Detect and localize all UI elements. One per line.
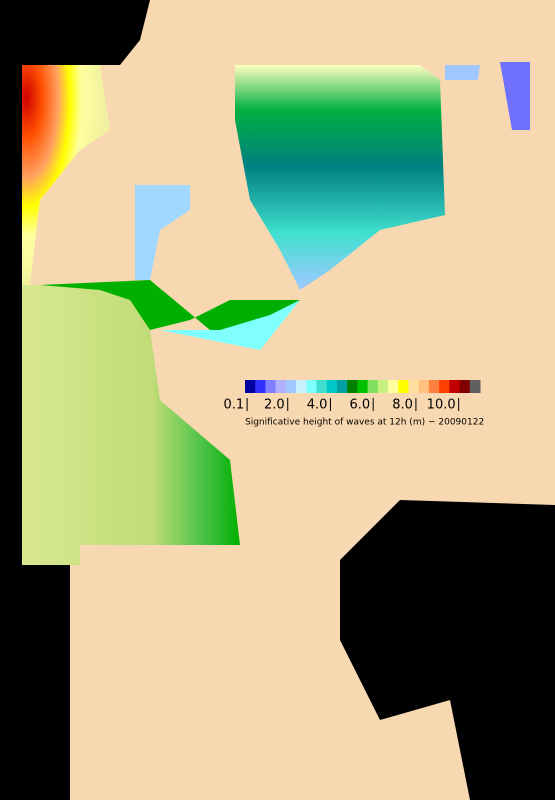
colorbar-tick-label: 10.0 bbox=[427, 398, 456, 413]
colorbar-swatch bbox=[357, 380, 369, 393]
north-sea bbox=[235, 65, 445, 290]
colorbar-swatch bbox=[275, 380, 287, 393]
colorbar-swatch bbox=[418, 380, 430, 393]
bay-of-biscay bbox=[22, 285, 240, 565]
colorbar-swatch bbox=[336, 380, 348, 393]
colorbar-tick-label: 2.0 bbox=[264, 398, 285, 413]
colorbar-tick-label: 6.0 bbox=[349, 398, 370, 413]
colorbar-swatch bbox=[285, 380, 297, 393]
colorbar-swatch bbox=[459, 380, 471, 393]
colorbar-tick-label: 0.1 bbox=[223, 398, 244, 413]
channel bbox=[160, 300, 300, 350]
colorbar-swatch bbox=[469, 380, 481, 393]
colorbar-swatch bbox=[388, 380, 399, 393]
colorbar-swatch bbox=[377, 380, 389, 393]
colorbar-swatch bbox=[316, 380, 328, 393]
baltic bbox=[500, 62, 530, 130]
colorbar-swatch bbox=[347, 380, 358, 393]
colorbar-swatch bbox=[245, 380, 256, 393]
colorbar-tick-label: 4.0 bbox=[307, 398, 328, 413]
outside-domain bbox=[0, 0, 150, 800]
colorbar-swatch bbox=[449, 380, 461, 393]
colorbar-swatch bbox=[398, 380, 409, 393]
colorbar-swatch bbox=[265, 380, 277, 393]
colorbar-swatch bbox=[408, 380, 420, 393]
irish-sea bbox=[135, 185, 190, 280]
mediterranean bbox=[340, 500, 555, 800]
colorbar-swatch bbox=[306, 380, 318, 393]
colorbar: 0.1 2.0 4.0 6.0 8.0 10.0 bbox=[223, 380, 481, 413]
caption: Significative height of waves at 12h (m)… bbox=[245, 418, 484, 428]
colorbar-swatch bbox=[428, 380, 440, 393]
colorbar-tick-label: 8.0 bbox=[392, 398, 413, 413]
colorbar-swatch bbox=[326, 380, 338, 393]
colorbar-swatch bbox=[296, 380, 307, 393]
colorbar-swatch bbox=[255, 380, 266, 393]
skagerrak bbox=[445, 65, 480, 80]
colorbar-swatch bbox=[439, 380, 450, 393]
colorbar-swatch bbox=[367, 380, 379, 393]
atlantic-north bbox=[22, 65, 110, 285]
